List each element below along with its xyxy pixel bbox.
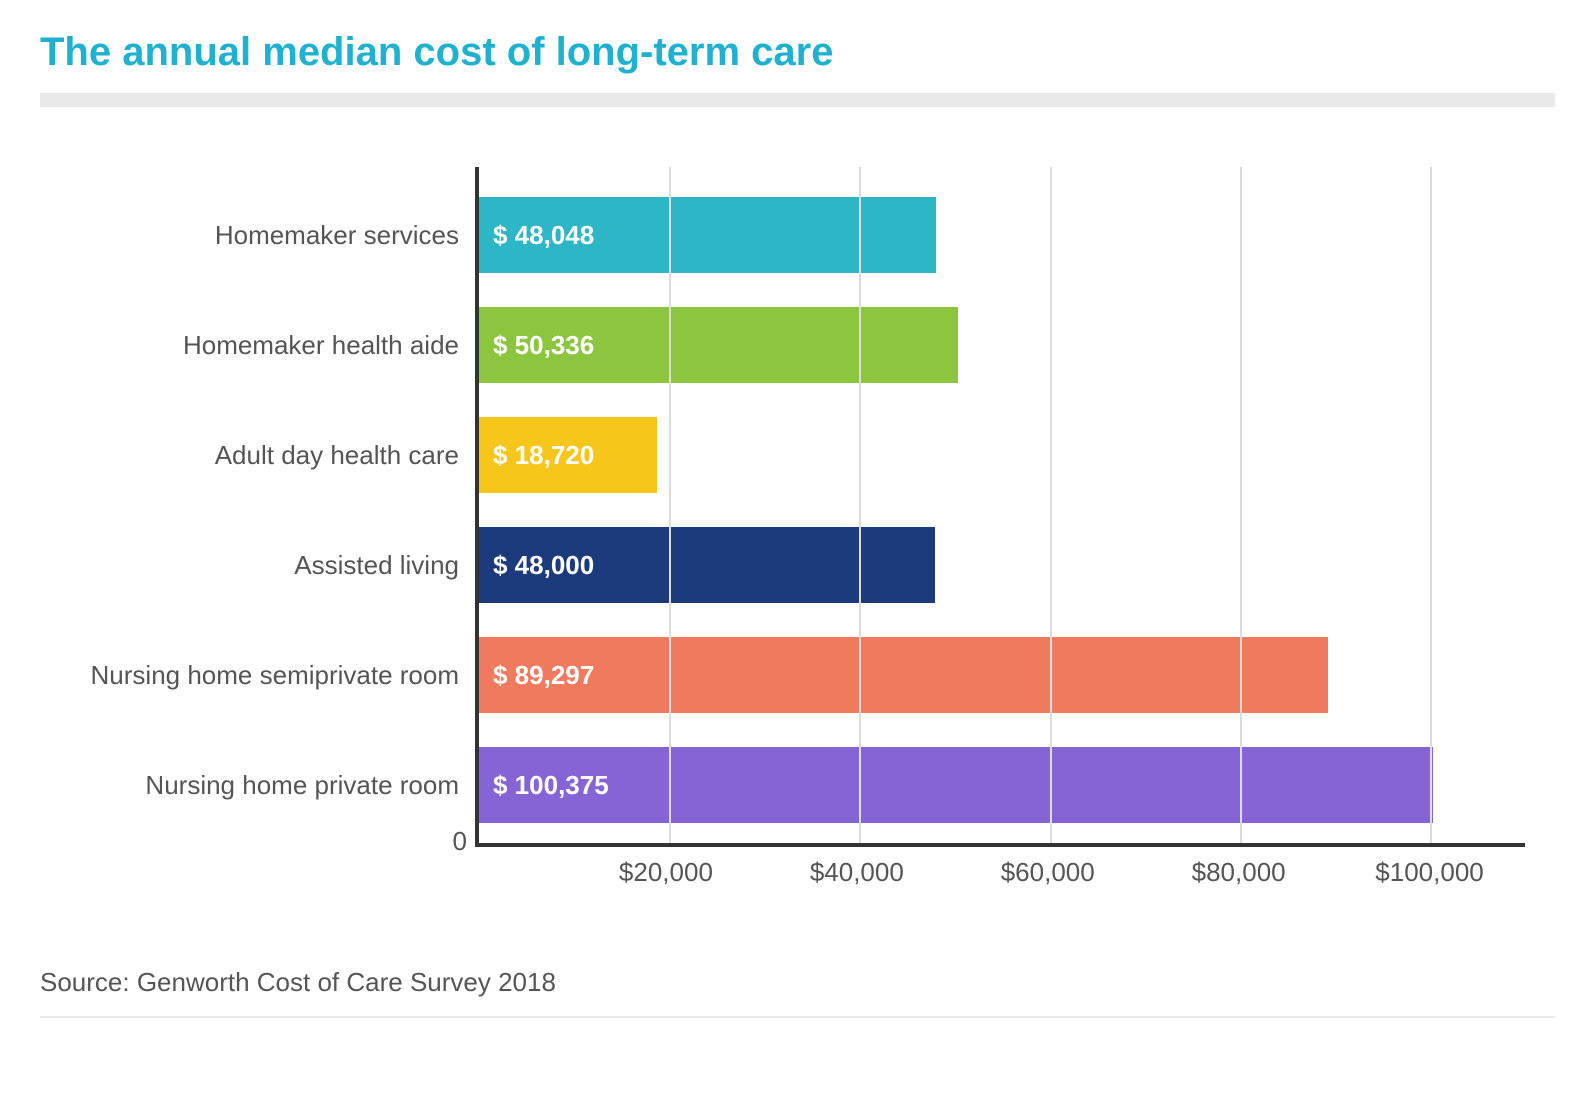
category-label: Nursing home private room [145, 772, 479, 798]
bar: $ 48,000 [479, 527, 935, 603]
gridline [1240, 167, 1242, 843]
category-label: Homemaker services [215, 222, 479, 248]
bar: $ 50,336 [479, 307, 958, 383]
bar-value-label: $ 48,048 [493, 220, 594, 251]
x-tick-label: $80,000 [1192, 857, 1286, 888]
gridline [1050, 167, 1052, 843]
bar-row: Homemaker health aide$ 50,336 [479, 307, 1525, 383]
bars-group: Homemaker services$ 48,048 Homemaker heal… [479, 197, 1525, 823]
category-label: Nursing home semiprivate room [91, 662, 479, 688]
bar-value-label: $ 89,297 [493, 660, 594, 691]
bar-value-label: $ 50,336 [493, 330, 594, 361]
bottom-divider [40, 1016, 1555, 1018]
bar: $ 100,375 [479, 747, 1433, 823]
bar-value-label: $ 100,375 [493, 770, 609, 801]
category-label: Adult day health care [215, 442, 479, 468]
x-tick-label: $60,000 [1001, 857, 1095, 888]
x-ticks-group: $20,000 $40,000 $60,000 $80,000 $100,000 [475, 847, 1525, 907]
gridline [859, 167, 861, 843]
bar-row: Homemaker services$ 48,048 [479, 197, 1525, 273]
gridline [1430, 167, 1432, 843]
bar-row: Adult day health care$ 18,720 [479, 417, 1525, 493]
plot-region: 0 Homemaker services$ 48,048Homemaker he… [475, 167, 1525, 847]
source-text: Source: Genworth Cost of Care Survey 201… [40, 967, 1555, 998]
category-label: Assisted living [294, 552, 479, 578]
category-label: Homemaker health aide [183, 332, 479, 358]
bar-row: Nursing home semiprivate room$ 89,297 [479, 637, 1525, 713]
bar-row: Assisted living$ 48,000 [479, 527, 1525, 603]
chart-title: The annual median cost of long-term care [40, 30, 1555, 75]
chart-area: 0 Homemaker services$ 48,048Homemaker he… [100, 167, 1525, 907]
bar-row: Nursing home private room$ 100,375 [479, 747, 1525, 823]
bar: $ 48,048 [479, 197, 936, 273]
bar-value-label: $ 48,000 [493, 550, 594, 581]
title-divider [40, 93, 1555, 107]
bar: $ 18,720 [479, 417, 657, 493]
gridline [669, 167, 671, 843]
chart-container: The annual median cost of long-term care… [0, 0, 1595, 1112]
bar-value-label: $ 18,720 [493, 440, 594, 471]
x-tick-label: $20,000 [619, 857, 713, 888]
bar: $ 89,297 [479, 637, 1328, 713]
x-tick-label: $100,000 [1375, 857, 1483, 888]
x-tick-label: $40,000 [810, 857, 904, 888]
